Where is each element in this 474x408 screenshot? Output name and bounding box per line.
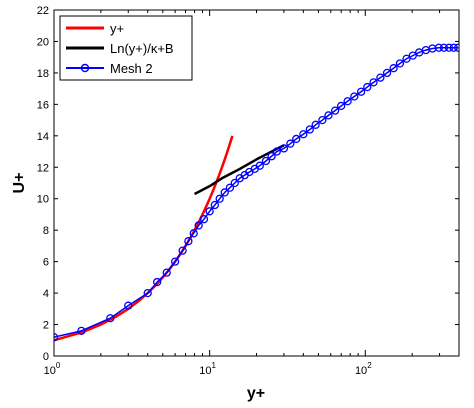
mesh-2-point: [267, 152, 276, 161]
mesh-2-point: [434, 43, 444, 52]
y-tick-label: 6: [43, 257, 49, 269]
legend-label-mesh-2: Mesh 2: [110, 61, 153, 76]
mesh-2-point: [184, 237, 193, 246]
mesh-2-point: [153, 277, 162, 287]
ticks-layer: [53, 9, 460, 357]
series-log-law-line: [193, 144, 285, 196]
mesh-2-point: [449, 43, 458, 52]
y-tick-label: 18: [37, 68, 49, 80]
y-tick-label: 20: [37, 36, 49, 48]
legend-marker-mesh-2: [80, 63, 90, 73]
mesh-2-point: [395, 59, 405, 68]
mesh-2-point: [324, 111, 333, 120]
mesh-2-point: [305, 125, 314, 134]
mesh-2-point: [210, 200, 220, 210]
mesh-2-point: [162, 268, 171, 277]
y-tick-label: 0: [43, 351, 49, 363]
x-tick-label-base: 10: [199, 365, 211, 377]
mesh-2-point: [389, 64, 398, 73]
mesh-2-point: [54, 332, 59, 342]
mesh-2-point: [178, 246, 187, 255]
mesh-2-point: [382, 68, 392, 78]
x-tick-label-exponent: 2: [367, 361, 372, 370]
mesh-2-point: [194, 221, 203, 230]
y-tick-label: 10: [37, 194, 49, 206]
y-tick-label: 22: [37, 5, 49, 17]
mesh-2-point: [439, 43, 449, 52]
mesh-2-point: [189, 229, 198, 238]
mesh-2-point: [106, 314, 115, 323]
x-tick-label: 101: [199, 361, 216, 377]
mesh-2-point: [311, 120, 320, 129]
mesh-2-point: [77, 326, 86, 335]
x-tick-label-base: 10: [355, 365, 367, 377]
mesh-2-point: [199, 215, 209, 224]
mesh-2-point: [402, 54, 411, 63]
x-tick-label: 102: [355, 361, 372, 377]
mesh-2-point: [124, 301, 133, 310]
mesh-2-point: [454, 43, 459, 52]
y-tick-label: 4: [43, 288, 49, 300]
y-tick-label: 12: [37, 162, 49, 174]
mesh-2-point: [363, 82, 372, 92]
mesh-2-point: [286, 139, 295, 148]
mesh-2-point: [350, 92, 359, 101]
x-tick-label-exponent: 1: [212, 361, 217, 370]
mesh-2-point: [444, 43, 454, 52]
y-tick-label: 2: [43, 320, 49, 332]
mesh-2-point: [318, 115, 327, 125]
legend-label-y-plus: y+: [110, 21, 124, 36]
y-axis-label: U+: [11, 173, 28, 194]
x-tick-label: 100: [44, 361, 61, 377]
mesh-2-point: [170, 257, 180, 266]
mesh-2-point: [292, 134, 301, 144]
y-tick-label: 8: [43, 225, 49, 237]
mesh-2-point: [255, 161, 264, 170]
mesh-2-point: [369, 78, 378, 87]
mesh-2-point: [408, 51, 417, 60]
mesh-2-point: [205, 207, 214, 216]
x-axis-label: y+: [247, 385, 265, 402]
mesh-2-point: [215, 194, 224, 203]
series-layer: [54, 43, 459, 342]
mesh-2-point: [279, 144, 289, 153]
y-tick-label: 14: [37, 131, 49, 143]
mesh-2-point: [376, 73, 385, 82]
y-tick-label: 16: [37, 99, 49, 111]
x-tick-label-exponent: 0: [56, 361, 61, 370]
mesh-2-point: [272, 147, 281, 156]
mesh-2-point: [299, 130, 308, 139]
mesh-2-point: [343, 97, 352, 106]
mesh-2-point: [356, 87, 366, 96]
mesh-2-point: [225, 183, 235, 192]
mesh-2-point: [143, 288, 152, 298]
legend: y+ Ln(y+)/κ+B Mesh 2: [59, 15, 193, 81]
mesh-2-point: [220, 188, 229, 197]
mesh-2-point: [261, 156, 271, 166]
x-tick-label-base: 10: [44, 365, 56, 377]
mesh-2-point: [337, 101, 346, 111]
mesh-2-point: [330, 106, 340, 115]
mesh-2-point: [230, 178, 239, 188]
legend-label-log-law: Ln(y+)/κ+B: [110, 41, 174, 56]
